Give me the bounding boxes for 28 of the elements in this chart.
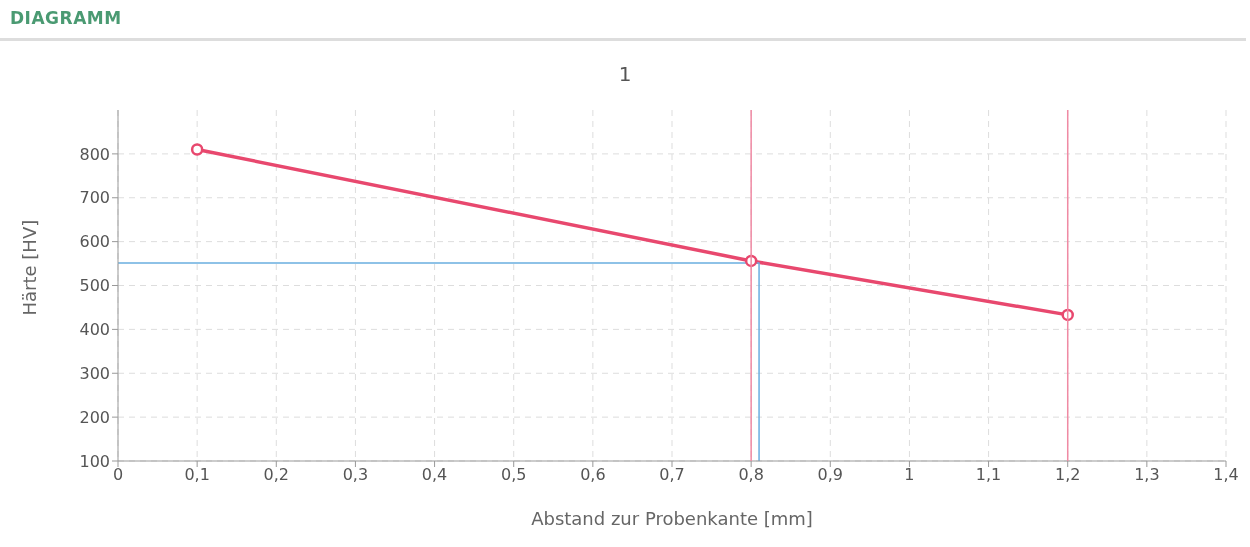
x-tick-label: 0 <box>112 465 124 485</box>
chart-title: DIAGRAMM <box>10 8 122 28</box>
y-tick-label: 100 <box>79 451 110 471</box>
x-tick-label: 0,3 <box>342 465 369 485</box>
y-tick-label: 300 <box>79 363 110 383</box>
point <box>190 143 204 156</box>
x-tick-label: 1,2 <box>1054 465 1081 485</box>
x-tick-label: 1,4 <box>1213 465 1239 485</box>
y-tick-label: 800 <box>79 144 110 164</box>
x-tick-label: 0,8 <box>738 465 764 485</box>
y-tick-label: 600 <box>79 232 110 252</box>
x-tick-label: 0,9 <box>817 465 844 485</box>
x-axis-title: Abstand zur Probenkante [mm] <box>531 508 813 529</box>
y-tick-label: 400 <box>79 320 110 340</box>
x-tick-label: 0,1 <box>184 465 210 485</box>
x-tick-label: 0,4 <box>421 465 448 485</box>
y-tick-label: 500 <box>79 276 110 296</box>
y-axis-title: Härte [HV] <box>19 219 41 316</box>
x-tick-label: 0,5 <box>500 465 527 485</box>
x-tick-label: 0,7 <box>659 465 685 485</box>
x-tick-label: 0,2 <box>263 465 290 485</box>
x-tick-label: 1 <box>904 465 915 485</box>
x-tick-label: 0,6 <box>580 465 606 485</box>
x-tick-label: 1,3 <box>1134 465 1160 485</box>
y-tick-label: 700 <box>79 188 110 208</box>
chart-subtitle: 1 <box>617 62 633 86</box>
x-tick-label: 1,1 <box>975 465 1002 485</box>
y-tick-label: 200 <box>79 407 110 427</box>
